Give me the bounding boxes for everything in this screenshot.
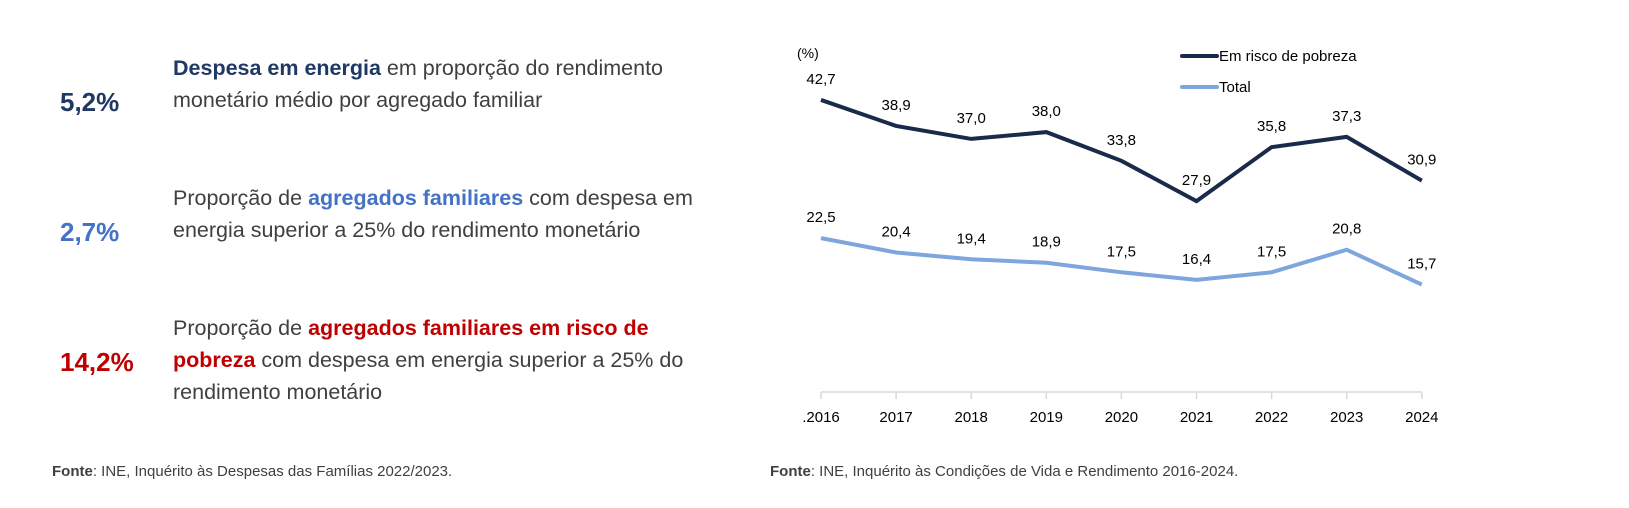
figure-value: 5,2% — [60, 87, 120, 117]
x-tick-label: 2022 — [1255, 409, 1288, 426]
source-note-right: Fonte: INE, Inquérito às Condições de Vi… — [770, 463, 1238, 480]
x-tick-label: 2023 — [1330, 409, 1363, 426]
y-axis-label: (%) — [797, 45, 819, 61]
x-tick-label: 2024 — [1405, 409, 1438, 426]
x-tick-label: 2021 — [1180, 409, 1213, 426]
x-tick-label: 2019 — [1030, 409, 1063, 426]
highlight-text: agregados familiares — [308, 186, 524, 210]
highlight-text: agregados familiares em risco de pobreza — [173, 316, 649, 372]
data-label: 37,0 — [957, 110, 986, 127]
data-label: 38,9 — [881, 97, 910, 114]
figure-value: 14,2% — [60, 347, 134, 377]
figure-description: Proporção de agregados familiares em ris… — [173, 312, 733, 408]
source-text: : INE, Inquérito às Condições de Vida e … — [810, 463, 1239, 480]
source-label: Fonte — [52, 463, 93, 480]
text: com despesa em energia superior a 25% do… — [173, 348, 684, 404]
data-label: 37,3 — [1332, 108, 1361, 125]
series-line-total — [820, 236, 1423, 287]
source-text: : INE, Inquérito às Despesas das Família… — [92, 463, 453, 480]
data-label: 33,8 — [1107, 132, 1136, 149]
data-label: 18,9 — [1032, 234, 1061, 251]
figure-description: Proporção de agregados familiares com de… — [173, 182, 733, 246]
data-label: 19,4 — [957, 230, 986, 247]
data-label: 15,7 — [1407, 256, 1436, 273]
series-line-poverty-risk — [820, 98, 1423, 204]
text: em proporção do rendimento monetário méd… — [173, 56, 664, 112]
figure-description: Despesa em energia em proporção do rendi… — [173, 52, 733, 116]
data-label: 22,5 — [806, 209, 835, 226]
text: com despesa em energia superior a 25% do… — [173, 186, 693, 242]
source-note-left: Fonte: INE, Inquérito às Despesas das Fa… — [52, 463, 452, 480]
data-label: 42,7 — [806, 71, 835, 88]
figure-value: 2,7% — [60, 217, 120, 247]
text: Proporção de — [173, 186, 309, 210]
data-label: 16,4 — [1182, 251, 1211, 268]
data-label: 17,5 — [1107, 243, 1136, 260]
data-label: 30,9 — [1407, 152, 1436, 169]
data-label: 27,9 — [1182, 172, 1211, 189]
data-label: 35,8 — [1257, 118, 1286, 135]
legend-label: Total — [1219, 79, 1251, 96]
source-label: Fonte — [770, 463, 811, 480]
text: Proporção de — [173, 316, 309, 340]
x-tick-label: .2016 — [802, 409, 840, 426]
x-tick-label: 2017 — [879, 409, 912, 426]
legend-label: Em risco de pobreza — [1219, 48, 1357, 65]
highlight-text: Despesa em energia — [173, 56, 381, 80]
x-tick-label: 2020 — [1105, 409, 1138, 426]
x-tick-label: 2018 — [955, 409, 988, 426]
data-label: 17,5 — [1257, 243, 1286, 260]
data-label: 20,4 — [881, 223, 910, 240]
data-label: 20,8 — [1332, 221, 1361, 238]
data-label: 38,0 — [1032, 103, 1061, 120]
